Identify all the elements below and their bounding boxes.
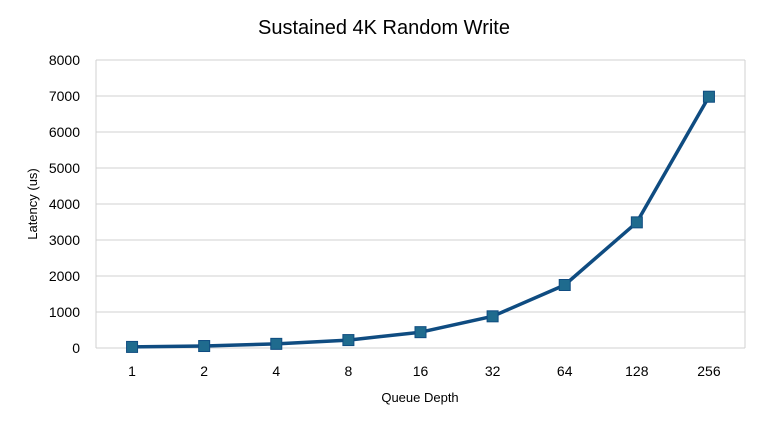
x-tick-label: 8 (344, 363, 352, 379)
y-tick-label: 6000 (49, 124, 80, 140)
x-axis-title: Queue Depth (381, 390, 458, 405)
data-point-marker (270, 337, 283, 350)
x-tick-label: 2 (200, 363, 208, 379)
x-tick-label: 4 (272, 363, 280, 379)
data-point-marker (630, 216, 643, 229)
x-axis-ticks: 1 2 4 8 16 32 64 128 256 (128, 363, 721, 379)
x-tick-label: 256 (697, 363, 721, 379)
y-tick-label: 1000 (49, 304, 80, 320)
data-point-marker (486, 310, 499, 323)
y-axis-ticks: 0 1000 2000 3000 4000 5000 6000 7000 8000 (49, 52, 80, 356)
x-tick-label: 128 (625, 363, 649, 379)
series-line (130, 94, 711, 349)
x-tick-label: 1 (128, 363, 136, 379)
y-tick-label: 4000 (49, 196, 80, 212)
y-tick-label: 8000 (49, 52, 80, 68)
y-tick-label: 2000 (49, 268, 80, 284)
y-tick-label: 7000 (49, 88, 80, 104)
data-point-marker (702, 90, 715, 103)
series-layer (126, 90, 715, 353)
y-tick-label: 0 (72, 340, 80, 356)
data-point-marker (342, 334, 355, 347)
y-axis-title: Latency (us) (25, 168, 40, 240)
chart-title: Sustained 4K Random Write (258, 17, 510, 39)
data-point-marker (558, 279, 571, 291)
x-tick-label: 16 (413, 363, 429, 379)
data-point-marker (126, 340, 139, 353)
y-tick-label: 5000 (49, 160, 80, 176)
gridlines (95, 59, 746, 349)
x-tick-label: 32 (485, 363, 501, 379)
y-tick-label: 3000 (49, 232, 80, 248)
x-tick-label: 64 (557, 363, 573, 379)
data-point-marker (414, 326, 427, 339)
data-point-marker (198, 340, 211, 353)
